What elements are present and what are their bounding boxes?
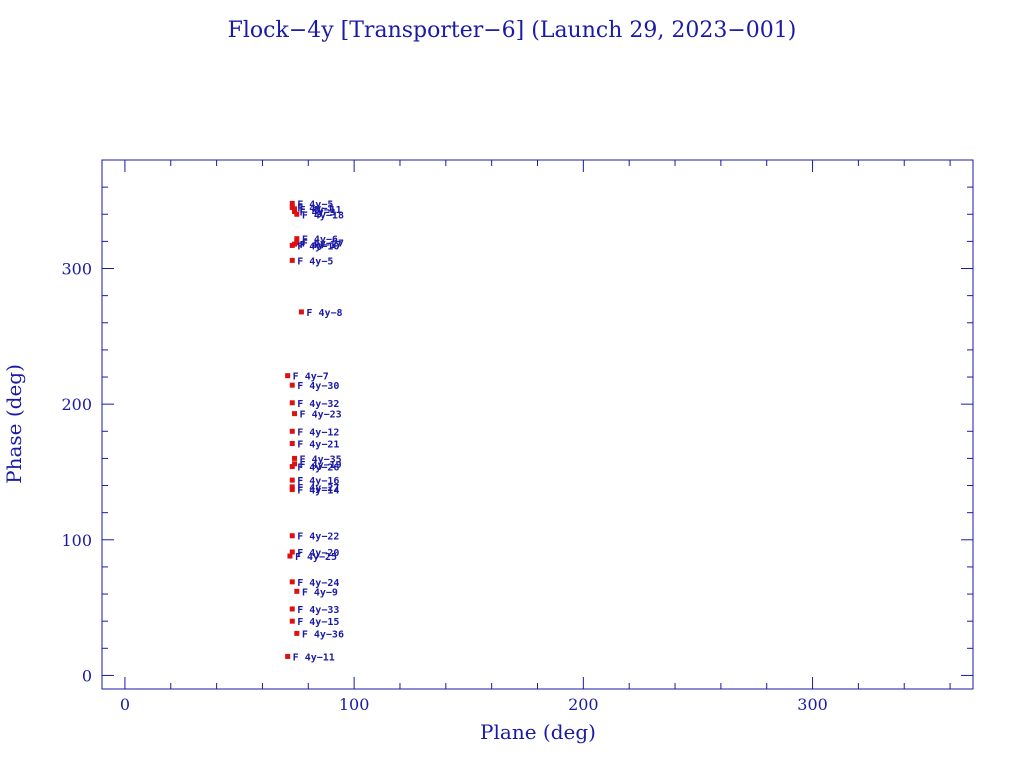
data-point-label: F 4y−17 [300,240,342,251]
y-tick-label: 100 [61,531,92,550]
data-point-labels: F 4y−5F 4y−1F 4y−11F 4y−3F 4y−18F 4y−6F … [293,199,344,663]
data-point [294,211,300,217]
data-point [289,487,295,493]
data-point [292,209,298,215]
data-point [289,428,295,434]
data-point-label: F 4y−11 [300,205,342,216]
data-point [289,484,295,490]
data-point-label: F 4y−30 [297,381,339,392]
data-point-label: F 4y−14 [297,486,339,497]
data-point-label: F 4y−16 [297,476,339,487]
data-point [289,200,295,206]
data-point-label: F 4y−26 [297,463,339,474]
data-point-label: F 4y−11 [293,652,335,663]
data-point [289,579,295,585]
data-point-label: F 4y−15 [297,617,339,628]
data-point-label: F 4y−19 [300,460,342,471]
data-point [285,373,291,379]
data-points [285,200,304,659]
data-point-label: F 4y−32 [297,399,339,410]
data-point-label: F 4y−5 [297,199,333,210]
x-tick-label: 100 [339,695,370,714]
data-point-label: F 4y−23 [300,410,342,421]
data-point [289,257,295,263]
data-point-label: F 4y−10 [297,241,339,252]
data-point-label: F 4y−8 [306,308,342,319]
data-point [292,206,298,212]
data-point-label: F 4y−27 [297,483,339,494]
data-point [289,382,295,388]
data-point [298,309,304,315]
chart-title: Flock−4y [Transporter−6] (Launch 29, 202… [228,18,797,43]
x-tick-label: 300 [797,695,828,714]
data-point [289,606,295,612]
data-point [289,400,295,406]
data-point [294,588,300,594]
data-point-label: F 4y−27 [302,239,344,250]
data-point-label: F 4y−1 [297,203,333,214]
data-point-label: F 4y−5 [297,256,333,267]
data-point-label: F 4y−6 [302,235,338,246]
axis-ticks [102,159,973,689]
data-point-label: F 4y−3 [300,208,336,219]
data-point [289,533,295,539]
x-tick-label: 0 [120,695,130,714]
data-point [289,618,295,624]
data-point [292,461,298,467]
data-point [294,630,300,636]
data-point [289,242,295,248]
axis-tick-labels: 0 100 200 300 0 100 200 300 [61,260,827,714]
data-point-label: F 4y−18 [302,210,344,221]
data-point [289,464,295,470]
data-point [289,440,295,446]
x-tick-label: 200 [568,695,599,714]
data-point [292,411,298,417]
y-axis-label: Phase (deg) [2,364,26,484]
plot-frame [101,159,974,690]
data-point-label: F 4y−21 [297,439,339,450]
data-point-label: F 4y−24 [297,578,339,589]
data-point-label: F 4y−22 [297,532,339,543]
data-point [294,236,300,242]
data-point [289,549,295,555]
data-point-label: F 4y−33 [297,605,339,616]
data-point-label: F 4y−25 [295,552,337,563]
data-point-label: F 4y−9 [302,587,338,598]
data-point [285,653,291,659]
data-point [292,455,298,461]
y-tick-label: 300 [61,260,92,279]
data-point-label: F 4y−35 [300,454,342,465]
data-point-label: F 4y−36 [302,629,344,640]
y-tick-label: 0 [82,666,92,685]
x-axis-label: Plane (deg) [480,720,596,744]
y-tick-label: 200 [61,395,92,414]
data-point [289,477,295,483]
data-point-label: F 4y−7 [293,372,329,383]
data-point-label: F 4y−12 [297,427,339,438]
data-point-label: F 4y−20 [297,548,339,559]
data-point [287,553,293,559]
